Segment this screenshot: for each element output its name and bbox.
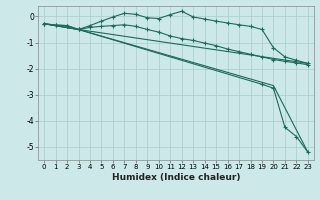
X-axis label: Humidex (Indice chaleur): Humidex (Indice chaleur) [112, 173, 240, 182]
